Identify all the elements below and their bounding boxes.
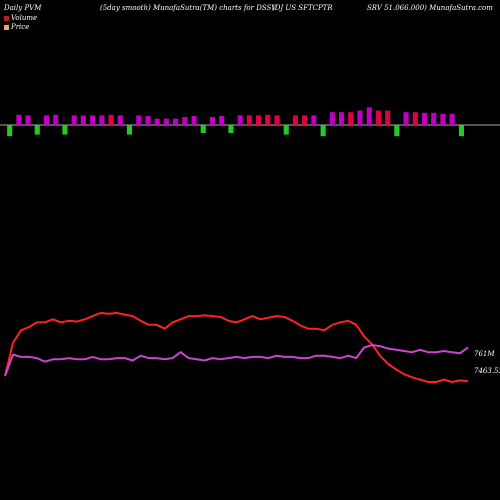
volume-bar [191,116,197,125]
volume-bar [339,112,345,125]
volume-bar [182,117,188,125]
volume-bar [422,112,428,125]
volume-bar [237,115,243,125]
volume-bar [80,115,86,125]
volume-bar [357,110,363,125]
volume-bar [90,115,96,125]
volume-bar [163,118,169,125]
volume-bar [154,118,160,125]
volume-bar [403,112,409,125]
volume-bar [44,115,50,125]
price-value-label: 7463.53 [474,367,500,375]
legend-price-label: Price [11,23,30,31]
volume-bar [136,115,142,125]
volume-bar [449,113,455,125]
volume-bar [16,114,22,125]
volume-bar [329,112,335,125]
volume-bar [25,115,31,125]
volume-bar [126,125,132,135]
volume-bar [274,115,280,125]
volume-bar [292,115,298,125]
volume-bar [302,115,308,125]
volume-bar [265,114,271,125]
volume-bar [117,115,123,125]
legend-volume-label: Volume [11,14,38,22]
volume-bar [71,115,77,125]
volume-bar [394,125,400,137]
volume-bar [375,110,381,125]
volume-bar [7,125,13,137]
volume-bar [412,112,418,125]
volume-bar [348,112,354,125]
volume-bar [385,110,391,125]
header-right-a: (DJ US SFTCPTR [272,4,333,12]
volume-bar [34,125,40,135]
legend-volume-swatch [4,16,9,21]
volume-bar [366,107,372,125]
volume-bar [219,116,225,125]
header-center: (5day smooth) MunafaSutra(TM) charts for… [100,4,277,12]
volume-bar [108,114,114,125]
volume-bar [53,114,59,125]
price-line [4,312,469,383]
volume-bar [431,112,437,125]
volume-bar [311,115,317,125]
pvm-line [4,344,469,377]
volume-bar [173,118,179,125]
volume-bar [62,125,68,135]
volume-bar [145,116,151,125]
legend-price-swatch [4,25,9,30]
volume-bar [99,115,105,125]
header-left: Daily PVM [4,4,42,12]
volume-bar [320,125,326,137]
volume-bar [228,125,234,133]
volume-bar [209,117,215,125]
volume-bar [440,113,446,125]
volume-bar [256,115,262,125]
volume-bar [458,125,464,137]
volume-bar [246,115,252,125]
volume-bar [283,125,289,135]
pvm-value-label: 761M [474,350,495,358]
header-right-b: SRV 51.066.000) MunafaSutra.com [367,4,493,12]
volume-bar [200,125,206,133]
